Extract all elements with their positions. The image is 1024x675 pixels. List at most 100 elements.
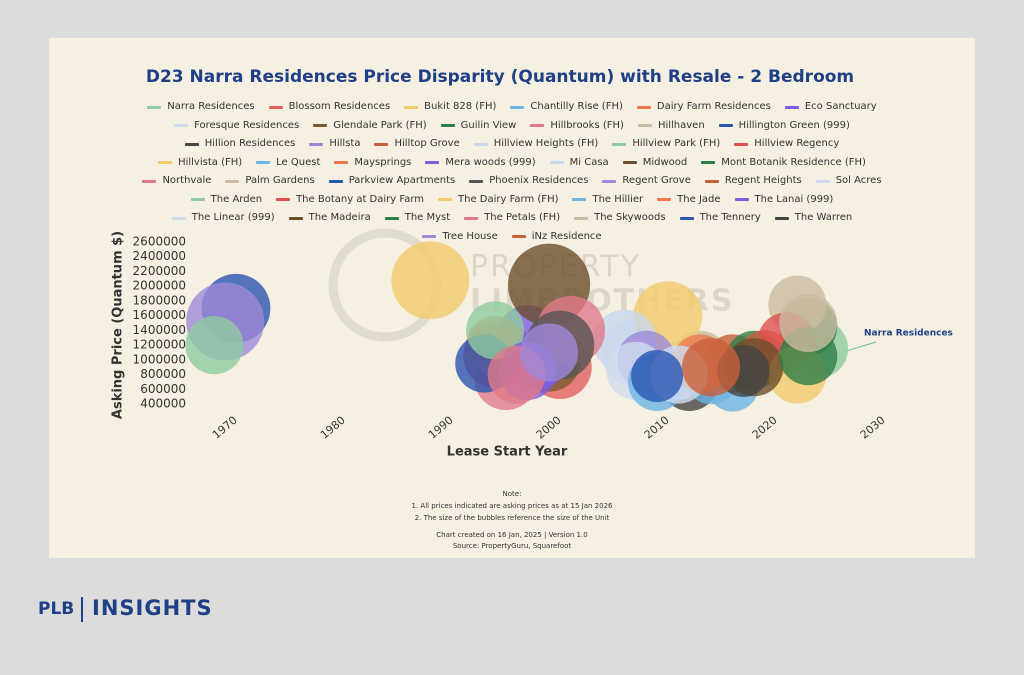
legend-item: Parkview Apartments: [328, 172, 455, 191]
legend-swatch: [384, 216, 399, 220]
y-tick-label: 1800000: [133, 293, 186, 307]
legend-swatch: [657, 198, 672, 202]
legend-item: The Jade: [657, 191, 721, 210]
legend-label: Hillview Park (FH): [632, 138, 721, 149]
legend-label: iNz Residence: [531, 230, 602, 242]
legend-item: The Petals (FH): [464, 209, 560, 228]
legend-label: The Petals (FH): [484, 212, 561, 223]
legend-label: Palm Gardens: [245, 175, 315, 186]
legend-swatch: [602, 179, 617, 183]
legend-item: Midwood: [622, 154, 687, 173]
legend-item: The Dairy Farm (FH): [438, 191, 558, 210]
legend-item: The Hillier: [572, 191, 643, 210]
legend-item: Hillvista (FH): [158, 154, 242, 173]
legend-item: Blossom Residences: [268, 98, 391, 117]
legend-label: Hillvista (FH): [178, 156, 243, 168]
legend-label: Dairy Farm Residences: [656, 101, 771, 112]
legend-item: Mi Casa: [549, 154, 609, 173]
legend-label: Regent Heights: [724, 175, 802, 186]
legend-item: Hillion Residences: [184, 135, 295, 154]
legend-label: The Tennery: [699, 212, 761, 223]
note: Note:: [503, 490, 522, 498]
legend-label: The Dairy Farm (FH): [458, 193, 559, 205]
x-tick-label: 1990: [426, 414, 456, 442]
legend-label: Bukit 828 (FH): [424, 101, 497, 112]
y-tick-label: 2400000: [133, 249, 186, 263]
legend-item: Northvale: [142, 172, 211, 191]
bubble: [631, 350, 684, 403]
legend-item: Narra Residences: [147, 98, 255, 117]
footer-product: INSIGHTS: [92, 596, 213, 620]
legend-item: The Skywoods: [574, 209, 666, 228]
legend-item: Sol Acres: [815, 172, 882, 191]
legend-swatch: [276, 198, 291, 202]
legend-item: The Myst: [384, 209, 451, 228]
legend-item: The Arden: [190, 191, 262, 210]
x-axis-label: Lease Start Year: [447, 445, 568, 460]
legend-item: Foresque Residences: [174, 117, 299, 136]
legend-swatch: [256, 161, 271, 165]
legend-item: Dairy Farm Residences: [636, 98, 771, 117]
legend-label: The Botany at Dairy Farm: [296, 193, 424, 205]
x-tick-label: 2000: [534, 414, 564, 442]
legend-swatch: [815, 179, 830, 183]
legend-swatch: [549, 161, 564, 165]
chart-title: D23 Narra Residences Price Disparity (Qu…: [146, 67, 854, 87]
bubble: [779, 293, 838, 353]
legend-label: Le Quest: [276, 156, 321, 168]
y-tick-label: 600000: [140, 382, 186, 396]
y-tick-label: 2600000: [133, 235, 186, 249]
legend-swatch: [473, 142, 488, 146]
legend-label: Hillview Regency: [754, 138, 840, 149]
legend-swatch: [404, 105, 419, 109]
x-tick-label: 2020: [750, 414, 780, 442]
legend-label: The Myst: [404, 212, 451, 223]
legend-swatch: [464, 216, 479, 220]
legend-swatch: [469, 179, 484, 183]
legend-label: Hillview Heights (FH): [493, 138, 599, 149]
legend-swatch: [268, 105, 283, 109]
y-tick-label: 2200000: [133, 264, 186, 278]
legend-swatch: [328, 179, 343, 183]
legend-swatch: [784, 105, 799, 109]
legend-swatch: [190, 198, 205, 202]
legend-label: Glendale Park (FH): [333, 119, 427, 131]
note: 2. The size of the bubbles reference the…: [415, 514, 610, 522]
y-tick-label: 1000000: [133, 352, 186, 366]
legend-label: The Lanai (999): [754, 193, 834, 205]
bubble: [520, 323, 579, 382]
legend-label: Blossom Residences: [288, 101, 391, 112]
legend-swatch: [574, 216, 589, 220]
legend-swatch: [288, 216, 303, 220]
legend-swatch: [171, 216, 186, 220]
legend-item: The Tennery: [679, 209, 761, 228]
legend-swatch: [174, 124, 189, 128]
legend-item: Bukit 828 (FH): [404, 98, 496, 117]
legend-swatch: [510, 105, 525, 109]
legend-item: Mera woods (999): [425, 154, 536, 173]
legend-label: Hilltop Grove: [394, 138, 460, 149]
legend-item: Guilin View: [440, 117, 516, 136]
legend-swatch: [679, 216, 694, 220]
credit: Source: PropertyGuru, Squarefoot: [453, 542, 572, 550]
legend-label: Sol Acres: [835, 175, 882, 186]
legend-swatch: [637, 124, 652, 128]
legend-item: Hillview Park (FH): [612, 135, 720, 154]
legend-swatch: [701, 161, 716, 165]
legend-item: The Madeira: [288, 209, 371, 228]
annotation-arrow: [842, 341, 877, 353]
legend-swatch: [374, 142, 389, 146]
legend-label: Hillington Green (999): [738, 119, 850, 131]
legend-label: The Hillier: [592, 193, 644, 205]
bubble: [391, 241, 470, 320]
legend-label: Tree House: [442, 230, 498, 242]
legend-item: Mont Botanik Residence (FH): [701, 154, 866, 173]
legend-item: Hillsta: [309, 135, 360, 154]
legend-label: Maysprings: [354, 156, 412, 168]
legend-swatch: [622, 161, 637, 165]
legend-item: Hillbrooks (FH): [530, 117, 624, 136]
legend-swatch: [734, 142, 749, 146]
legend-item: Phoenix Residences: [469, 172, 588, 191]
legend-label: Foresque Residences: [194, 119, 300, 131]
